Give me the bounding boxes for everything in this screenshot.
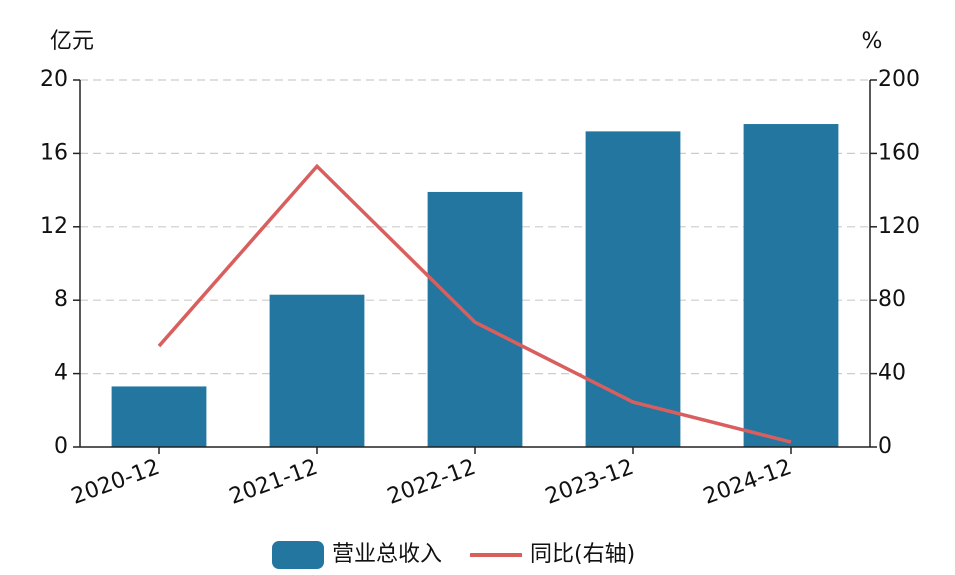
x-tick-label: 2023-12 — [542, 455, 637, 510]
y-tick-label: 8 — [54, 287, 68, 312]
y-tick-label: 0 — [54, 434, 68, 459]
y-unit: 亿元 — [50, 29, 94, 54]
y2-tick-label: 40 — [878, 361, 906, 386]
y-tick-label: 20 — [40, 67, 68, 92]
y-tick-label: 4 — [54, 361, 68, 386]
y2-tick-label: 120 — [878, 214, 920, 239]
legend-swatch — [272, 541, 324, 569]
y2-tick-label: 160 — [878, 140, 920, 165]
bar — [269, 294, 365, 447]
legend-label: 同比(右轴) — [530, 542, 635, 567]
bar — [427, 191, 523, 447]
y2-tick-label: 200 — [878, 67, 920, 92]
y2-unit: % — [862, 29, 883, 54]
y2-tick-label: 80 — [878, 287, 906, 312]
x-tick-label: 2022-12 — [384, 455, 479, 510]
y-tick-label: 12 — [40, 214, 68, 239]
x-tick-label: 2021-12 — [226, 455, 321, 510]
bar — [111, 386, 207, 447]
x-tick-label: 2020-12 — [68, 455, 163, 510]
line — [157, 163, 792, 444]
bar — [585, 131, 681, 447]
y-tick-label: 16 — [40, 140, 68, 165]
legend-label: 营业总收入 — [332, 542, 442, 567]
x-tick-label: 2024-12 — [700, 455, 795, 510]
y2-tick-label: 0 — [878, 434, 892, 459]
bar — [743, 124, 839, 447]
